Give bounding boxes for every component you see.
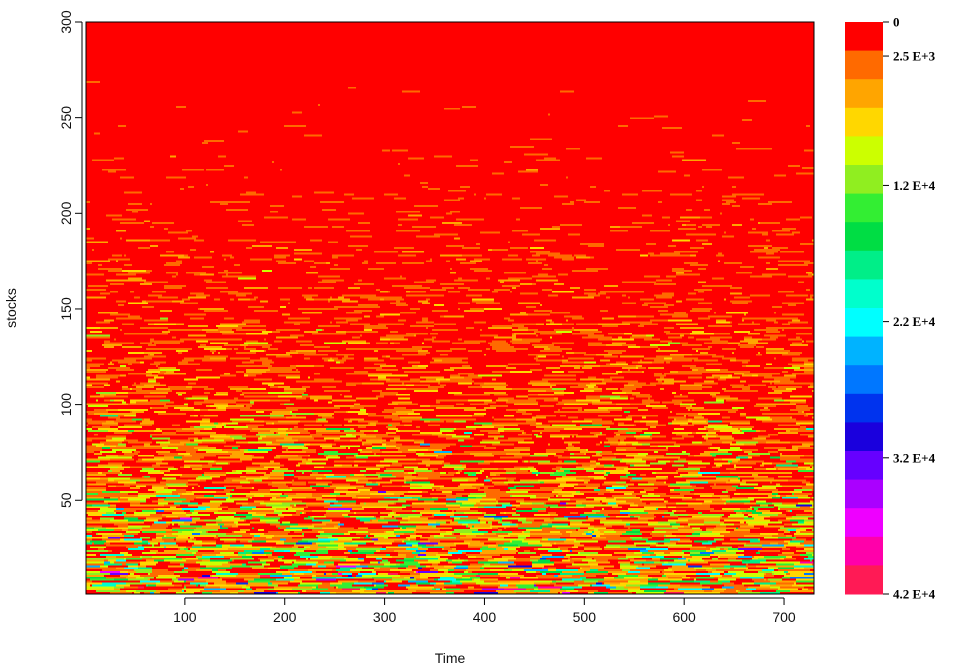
y-axis-title: stocks [3,288,19,328]
legend-color-swatch [845,79,883,109]
legend-color-swatch [845,250,883,280]
y-tick-label: 50 [58,492,74,508]
legend-color-swatch [845,536,883,566]
legend-color-swatch [845,365,883,395]
legend-color-swatch [845,336,883,366]
legend-tick-label: 1.2 E+4 [893,178,936,193]
legend-color-swatch [845,508,883,538]
heatmap-image [86,22,814,594]
y-tick-label: 100 [58,393,74,417]
plot-frame [85,21,815,595]
x-tick-label: 700 [772,609,796,625]
legend-tick-label: 2.2 E+4 [893,314,936,329]
legend-tick-label: 0 [893,15,900,30]
y-axis: 50 100 150 200 250 300 [58,10,83,508]
legend-tick-label: 3.2 E+4 [893,450,936,465]
y-tick-label: 250 [58,106,74,130]
legend-color-swatch [845,136,883,166]
y-tick-label: 300 [58,10,74,34]
x-tick-label: 300 [373,609,397,625]
legend-color-swatch [845,50,883,80]
legend-color-swatch [845,22,883,52]
legend-color-swatch [845,422,883,452]
legend-tick-label: 2.5 E+3 [893,49,936,64]
y-tick-label: 150 [58,297,74,321]
legend-color-swatch [845,279,883,309]
x-tick-label: 400 [473,609,497,625]
legend-color-swatch [845,393,883,423]
x-tick-label: 100 [173,609,197,625]
legend-color-swatch [845,107,883,137]
legend-color-swatch [845,565,883,595]
heatmap-cells [86,22,814,594]
x-tick-label: 500 [573,609,597,625]
legend-color-swatch [845,193,883,223]
legend-color-swatch [845,451,883,481]
color-legend: 0 2.5 E+3 1.2 E+4 2.2 E+4 3.2 E+4 4.2 E+4 [845,15,936,602]
x-axis-title: Time [435,650,466,666]
y-tick-label: 200 [58,201,74,225]
legend-color-swatch [845,165,883,195]
legend-color-swatch [845,308,883,338]
legend-color-swatch [845,222,883,252]
x-axis: 100 200 300 400 500 600 700 [173,597,796,625]
x-tick-label: 600 [672,609,696,625]
legend-color-swatch [845,479,883,509]
legend-tick-label: 4.2 E+4 [893,587,936,602]
x-tick-label: 200 [273,609,297,625]
